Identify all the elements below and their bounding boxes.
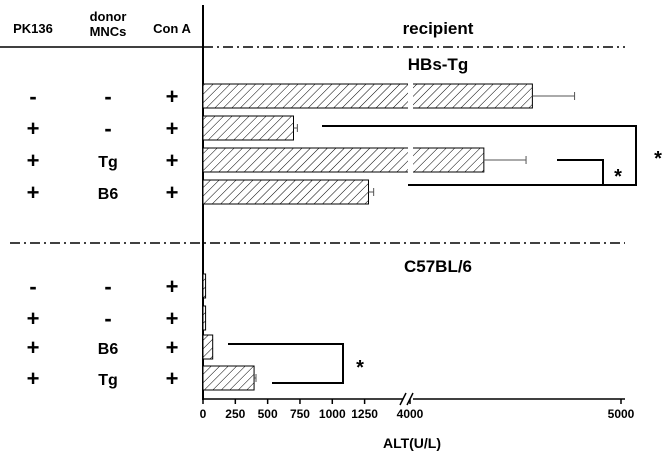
x-tick-label: 1250 [351,407,378,421]
treatment-sign: - [104,306,111,331]
chart-labels: 0 250 500 750 1000 1250 4000 5000 ALT(U/L) PK136 d… [13,9,662,451]
x-tick-label: 500 [258,407,278,421]
bar [202,115,294,141]
x-tick-label: 750 [290,407,310,421]
column-header: PK136 [13,21,53,36]
treatment-sign: + [27,116,40,141]
treatment-sign: + [166,366,179,391]
bar [202,273,207,299]
treatment-sign: + [27,306,40,331]
treatment-sign: + [166,274,179,299]
bar [202,179,369,205]
column-header: donor [90,9,127,24]
x-tick-label: 4000 [397,407,424,421]
x-tick-label: 0 [200,407,207,421]
column-header: MNCs [90,24,127,39]
bar [202,83,533,109]
treatment-sign: + [27,335,40,360]
treatment-sign: + [166,180,179,205]
treatment-sign: + [166,335,179,360]
bar-break-gap [408,147,413,173]
donor-strain-label: B6 [98,341,119,358]
donor-strain-label: Tg [98,154,118,171]
x-axis-break-mark [399,392,407,406]
group-title: C57BL/6 [404,257,472,276]
significance-bracket [228,343,344,384]
significance-bracket [322,125,637,186]
significance-star: * [356,357,364,379]
group-title: HBs-Tg [408,55,468,74]
treatment-sign: - [29,274,36,299]
treatment-sign: + [166,148,179,173]
chart-frame [0,5,637,406]
x-tick-label: 250 [225,407,245,421]
x-tick-label: 5000 [608,407,635,421]
treatment-sign: + [27,148,40,173]
bar [202,365,255,391]
treatment-sign: - [104,274,111,299]
significance-bracket [557,159,604,185]
treatment-sign: + [27,180,40,205]
donor-strain-label: B6 [98,186,119,203]
bar [202,334,214,360]
treatment-sign: + [166,84,179,109]
treatment-sign: + [166,306,179,331]
x-tick-label: 1000 [319,407,346,421]
bar-break-gap [408,83,413,109]
significance-star: * [614,166,622,188]
donor-strain-label: Tg [98,372,118,389]
bar [202,305,207,331]
treatment-sign: - [29,84,36,109]
treatment-sign: + [166,116,179,141]
treatment-sign: + [27,366,40,391]
significance-star: * [654,148,662,170]
treatment-sign: - [104,116,111,141]
bar [202,147,485,173]
chart-bars [202,83,576,391]
treatment-sign: - [104,84,111,109]
x-axis-label: ALT(U/L) [383,435,441,451]
column-header: Con A [153,21,191,36]
chart-title: recipient [403,19,474,38]
